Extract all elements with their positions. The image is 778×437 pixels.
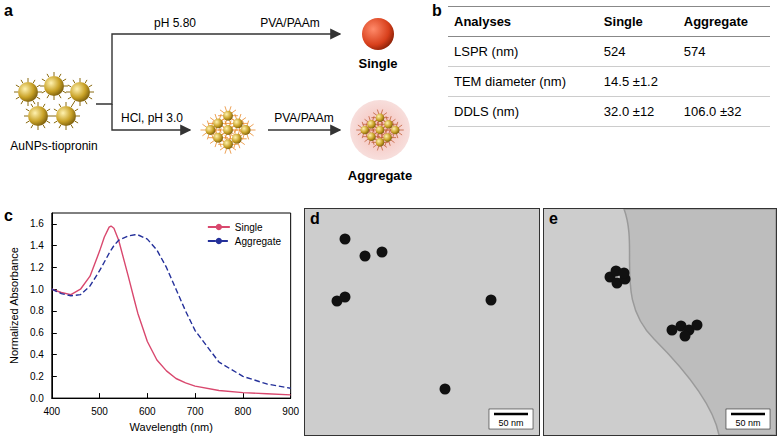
- svg-text:Normalized Absorbance: Normalized Absorbance: [8, 247, 20, 364]
- html-text:TEM diameter (nm): TEM diameter (nm): [454, 74, 566, 89]
- svg-text:800: 800: [235, 406, 252, 417]
- svg-text:0.4: 0.4: [30, 349, 44, 360]
- svg-text:pH 5.80: pH 5.80: [154, 16, 196, 30]
- svg-text:50 nm: 50 nm: [498, 418, 523, 428]
- svg-text:Single: Single: [358, 56, 397, 71]
- svg-text:Wavelength (nm): Wavelength (nm): [130, 421, 213, 433]
- html-text:Analyses: Analyses: [454, 14, 512, 29]
- svg-text:1.6: 1.6: [30, 218, 44, 229]
- html-text:a: a: [4, 2, 13, 19]
- svg-text:600: 600: [139, 406, 156, 417]
- svg-text:900: 900: [282, 406, 299, 417]
- html-text:b: b: [432, 2, 442, 19]
- svg-text:700: 700: [187, 406, 204, 417]
- svg-text:PVA/PAAm: PVA/PAAm: [274, 111, 334, 125]
- svg-text:50 nm: 50 nm: [735, 418, 760, 428]
- html-text:c: c: [4, 207, 13, 224]
- html-text:106.0 ±32: 106.0 ±32: [683, 104, 742, 119]
- html-text:e: e: [549, 210, 558, 227]
- html-text:14.5 ±1.2: 14.5 ±1.2: [603, 74, 658, 89]
- svg-text:AuNPs-tiopronin: AuNPs-tiopronin: [10, 139, 97, 153]
- svg-text:0.6: 0.6: [30, 327, 44, 338]
- svg-text:Single: Single: [235, 222, 263, 233]
- svg-text:Aggregate: Aggregate: [348, 168, 412, 183]
- svg-text:PVA/PAAm: PVA/PAAm: [260, 16, 320, 30]
- svg-text:400: 400: [43, 406, 60, 417]
- html-text:d: d: [310, 210, 320, 227]
- svg-text:0.2: 0.2: [30, 371, 44, 382]
- svg-text:Aggregate: Aggregate: [235, 236, 282, 247]
- html-text:574: 574: [683, 44, 706, 59]
- svg-text:500: 500: [91, 406, 108, 417]
- svg-text:0.8: 0.8: [30, 305, 44, 316]
- svg-text:HCl, pH 3.0: HCl, pH 3.0: [121, 111, 183, 125]
- html-text:Aggregate: Aggregate: [683, 14, 749, 29]
- html-text:32.0 ±12: 32.0 ±12: [603, 104, 655, 119]
- html-text:524: 524: [603, 44, 626, 59]
- svg-text:1.4: 1.4: [30, 240, 44, 251]
- html-text:Single: Single: [603, 14, 643, 29]
- svg-text:1.0: 1.0: [30, 284, 44, 295]
- html-text:DDLS (nm): DDLS (nm): [454, 104, 519, 119]
- svg-text:1.2: 1.2: [30, 262, 44, 273]
- svg-text:0.0: 0.0: [30, 393, 44, 404]
- html-text:LSPR (nm): LSPR (nm): [454, 44, 519, 59]
